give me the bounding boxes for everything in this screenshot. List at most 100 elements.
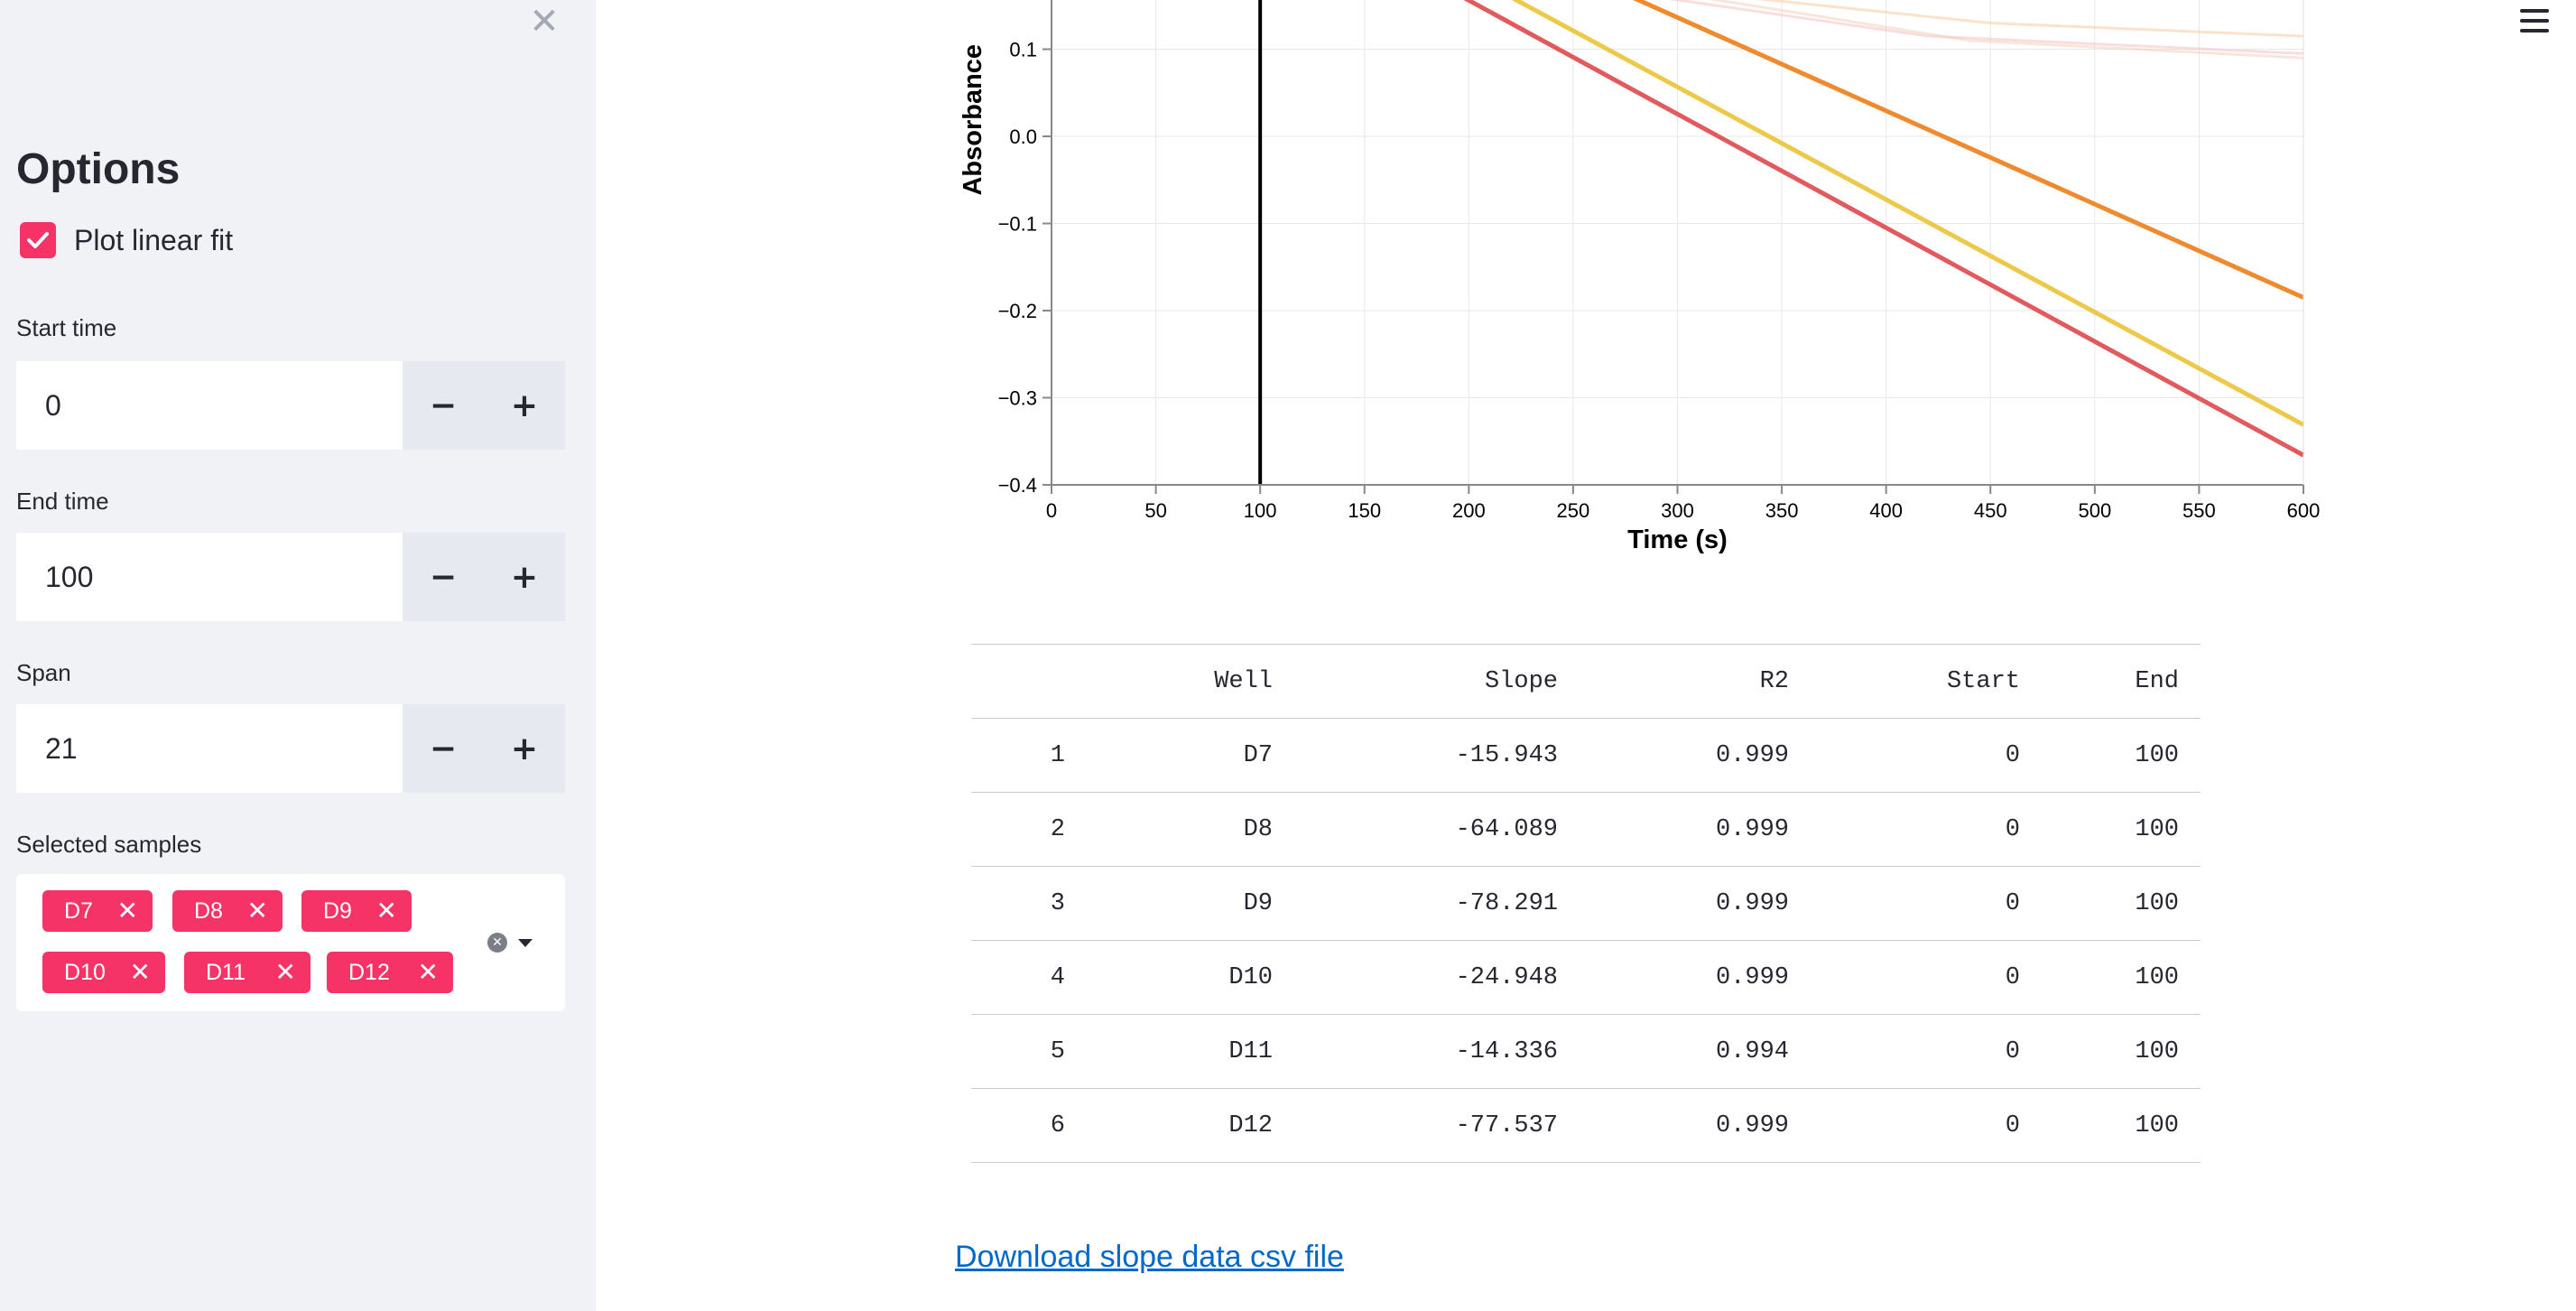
chart-axes: 0 50 100 150 200 250 300 350 400 450 500 550 600 0.1 0… — [998, 0, 2321, 522]
remove-tag-icon[interactable]: ✕ — [246, 896, 268, 925]
clear-all-icon[interactable]: ✕ — [487, 933, 507, 953]
remove-tag-icon[interactable]: ✕ — [417, 957, 439, 987]
span-field[interactable] — [16, 704, 403, 793]
series-line-3 — [1633, 0, 2305, 300]
end-time-increment-button[interactable]: + — [484, 533, 565, 621]
y-axis-title: Absorbance — [959, 44, 987, 196]
table-cell-end: 100 — [2042, 1088, 2201, 1163]
download-csv-link[interactable]: Download slope data csv file — [955, 1240, 1344, 1274]
table-header-start: Start — [1811, 644, 2042, 719]
end-time-field[interactable] — [16, 533, 403, 621]
table-cell-r2: 0.999 — [1580, 866, 1811, 941]
sample-tag-d9: D9 ✕ — [301, 890, 412, 932]
remove-tag-icon[interactable]: ✕ — [116, 896, 138, 925]
selected-samples-label: Selected samples — [16, 831, 202, 858]
table-cell-slope: -24.948 — [1294, 940, 1580, 1015]
table-cell-index: 2 — [971, 792, 1087, 867]
y-tick-label: −0.1 — [998, 213, 1037, 236]
table-cell-index: 5 — [971, 1014, 1087, 1089]
checkbox-checked-icon[interactable] — [20, 222, 56, 258]
table-cell-r2: 0.999 — [1580, 792, 1811, 867]
table-cell-start: 0 — [1811, 718, 2042, 793]
table-cell-start: 0 — [1811, 866, 2042, 941]
table-cell-slope: -15.943 — [1294, 718, 1580, 793]
series-line-1 — [1463, 0, 2305, 458]
x-axis-title: Time (s) — [1627, 525, 1728, 554]
start-time-number-input: − + — [16, 361, 565, 450]
x-tick-label: 600 — [2287, 499, 2321, 522]
start-time-increment-button[interactable]: + — [484, 361, 565, 450]
table-cell-r2: 0.994 — [1580, 1014, 1811, 1089]
y-tick-label: −0.3 — [998, 387, 1037, 410]
y-tick-label: 0.1 — [1009, 39, 1037, 61]
table-cell-end: 100 — [2042, 792, 2201, 867]
check-icon — [27, 232, 49, 248]
span-number-input: − + — [16, 704, 565, 793]
start-time-decrement-button[interactable]: − — [403, 361, 484, 450]
slope-data-table: Well Slope R2 Start End 1 D7 -15.943 0.9… — [971, 644, 2201, 1163]
sample-tag-d10: D10 ✕ — [42, 952, 165, 993]
close-icon[interactable]: ✕ — [529, 1, 560, 42]
sample-tag-label: D11 — [206, 959, 246, 985]
table-cell-slope: -14.336 — [1294, 1014, 1580, 1089]
table-cell-end: 100 — [2042, 866, 2201, 941]
sample-tag-label: D9 — [323, 897, 352, 924]
table-cell-slope: -77.537 — [1294, 1088, 1580, 1163]
x-tick-label: 400 — [1869, 499, 1903, 522]
x-tick-label: 550 — [2182, 499, 2216, 522]
remove-tag-icon[interactable]: ✕ — [375, 896, 397, 925]
series-line-6 — [1709, 0, 2304, 60]
table-cell-slope: -78.291 — [1294, 866, 1580, 941]
table-cell-start: 0 — [1811, 1088, 2042, 1163]
selected-samples-multiselect[interactable]: D7 ✕ D8 ✕ D9 ✕ D10 ✕ D11 ✕ D12 ✕ ✕ — [16, 874, 565, 1011]
sample-tag-label: D12 — [348, 959, 390, 985]
chart-grid — [1051, 0, 2304, 486]
table-cell-start: 0 — [1811, 940, 2042, 1015]
table-row: 5 D11 -14.336 0.994 0 100 — [971, 1014, 2201, 1089]
sample-tag-d8: D8 ✕ — [172, 890, 283, 932]
sample-tag-label: D7 — [64, 897, 93, 924]
x-tick-label: 0 — [1046, 499, 1057, 522]
table-cell-end: 100 — [2042, 718, 2201, 793]
table-header-end: End — [2042, 644, 2201, 719]
sample-tag-label: D10 — [64, 959, 106, 985]
x-tick-label: 250 — [1557, 499, 1590, 522]
x-tick-label: 450 — [1974, 499, 2007, 522]
series-line-4 — [1756, 0, 2304, 38]
table-cell-start: 0 — [1811, 792, 2042, 867]
sample-tag-d11: D11 ✕ — [184, 952, 310, 993]
table-row: 3 D9 -78.291 0.999 0 100 — [971, 866, 2201, 941]
table-cell-well: D7 — [1087, 718, 1294, 793]
table-cell-index: 4 — [971, 940, 1087, 1015]
table-header-index — [971, 644, 1087, 719]
sample-tag-label: D8 — [194, 897, 223, 924]
table-cell-index: 3 — [971, 866, 1087, 941]
sidebar: ✕ Options Plot linear fit Start time − +… — [0, 0, 596, 1311]
x-tick-label: 50 — [1144, 499, 1166, 522]
remove-tag-icon[interactable]: ✕ — [129, 957, 151, 987]
x-tick-label: 500 — [2078, 499, 2111, 522]
table-cell-r2: 0.999 — [1580, 1088, 1811, 1163]
table-cell-well: D8 — [1087, 792, 1294, 867]
table-cell-start: 0 — [1811, 1014, 2042, 1089]
remove-tag-icon[interactable]: ✕ — [274, 957, 296, 987]
sample-tag-d12: D12 ✕ — [327, 952, 453, 993]
table-cell-end: 100 — [2042, 1014, 2201, 1089]
plot-linear-fit-checkbox[interactable]: Plot linear fit — [20, 222, 233, 258]
hamburger-menu-icon[interactable] — [2520, 9, 2549, 36]
absorbance-chart: 0 50 100 150 200 250 300 350 400 450 500 550 600 0.1 0… — [959, 0, 2321, 554]
end-time-decrement-button[interactable]: − — [403, 533, 484, 621]
start-time-field[interactable] — [16, 361, 403, 450]
table-cell-index: 6 — [971, 1088, 1087, 1163]
table-row: 6 D12 -77.537 0.999 0 100 — [971, 1088, 2201, 1163]
span-increment-button[interactable]: + — [484, 704, 565, 793]
x-tick-label: 350 — [1765, 499, 1799, 522]
span-decrement-button[interactable]: − — [403, 704, 484, 793]
y-tick-label: −0.4 — [998, 474, 1037, 497]
table-cell-r2: 0.999 — [1580, 940, 1811, 1015]
table-row: 1 D7 -15.943 0.999 0 100 — [971, 718, 2201, 793]
x-tick-label: 100 — [1244, 499, 1277, 522]
table-cell-index: 1 — [971, 718, 1087, 793]
table-cell-r2: 0.999 — [1580, 718, 1811, 793]
chevron-down-icon[interactable] — [518, 939, 533, 947]
